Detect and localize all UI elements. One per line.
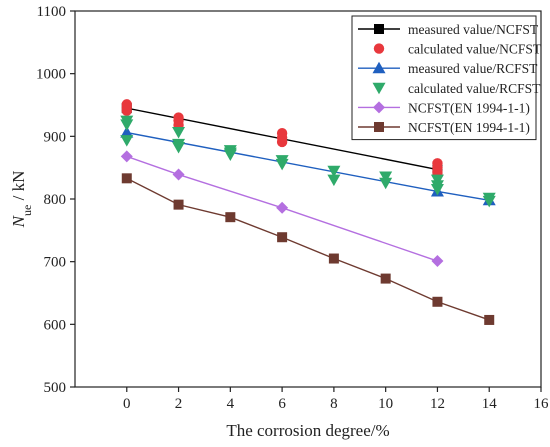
legend-label: NCFST(EN 1994-1-1) xyxy=(408,100,530,115)
legend-label: measured value/RCFST xyxy=(408,61,538,76)
data-point xyxy=(379,177,393,190)
legend-label: calculated value/NCFST xyxy=(408,42,542,57)
legend-label: measured value/NCFST xyxy=(408,22,539,37)
legend-item: NCFST(EN 1994-1-1) xyxy=(358,100,530,115)
data-point xyxy=(225,212,236,223)
legend-label: NCFST(EN 1994-1-1) xyxy=(408,120,530,135)
legend-marker xyxy=(372,82,386,95)
data-point xyxy=(431,255,444,268)
legend-marker xyxy=(372,61,386,74)
legend-item: measured value/RCFST xyxy=(358,61,538,76)
data-point xyxy=(276,136,288,148)
x-tick-label: 6 xyxy=(278,396,286,412)
series-5 xyxy=(120,150,444,268)
data-point xyxy=(484,314,495,325)
y-axis-title: Nue / kN xyxy=(9,171,34,229)
data-point xyxy=(121,105,132,116)
legend-marker xyxy=(374,122,384,132)
data-point xyxy=(121,173,132,184)
legend-item: calculated value/RCFST xyxy=(372,81,541,96)
x-tick-label: 10 xyxy=(378,396,393,412)
x-tick-label: 16 xyxy=(534,396,550,412)
legend-marker xyxy=(373,101,385,114)
data-point xyxy=(120,126,134,138)
series-line xyxy=(126,155,438,262)
y-axis-title-sub: ue xyxy=(20,205,34,216)
y-tick-label: 600 xyxy=(44,317,67,333)
legend-item: NCFST(EN 1994-1-1) xyxy=(358,120,530,135)
y-tick-label: 800 xyxy=(44,192,67,208)
legend-box xyxy=(351,15,537,141)
data-point xyxy=(172,141,186,154)
series-layer xyxy=(120,99,496,325)
x-tick-label: 4 xyxy=(227,396,235,412)
x-tick-label: 14 xyxy=(482,396,498,412)
data-point xyxy=(277,232,288,243)
legend: measured value/NCFST calculated value/NCF… xyxy=(351,15,542,141)
y-tick-label: 500 xyxy=(44,380,67,396)
data-point xyxy=(120,119,134,131)
data-point xyxy=(172,126,186,139)
data-point xyxy=(172,168,185,181)
x-axis-title: The corrosion degree/% xyxy=(226,421,389,440)
data-point xyxy=(482,195,496,208)
y-tick-label: 1000 xyxy=(36,67,66,83)
data-point xyxy=(327,174,341,187)
data-point xyxy=(275,158,289,171)
data-point xyxy=(173,199,184,210)
data-point xyxy=(380,273,391,284)
series-6 xyxy=(121,173,495,325)
x-tick-label: 0 xyxy=(123,396,131,412)
y-tick-label: 900 xyxy=(44,129,67,145)
legend-label: calculated value/RCFST xyxy=(408,81,541,96)
x-tick-label: 2 xyxy=(175,396,183,412)
y-tick-label: 1100 xyxy=(37,4,66,20)
axes-layer: 0 2 4 6 8 10 12 14 16 500 600 700 800 900 1000 1100 xyxy=(36,4,549,412)
data-point xyxy=(120,150,133,163)
x-tick-label: 8 xyxy=(330,396,338,412)
x-tick-label: 12 xyxy=(430,396,445,412)
data-point xyxy=(223,149,237,162)
data-point xyxy=(430,183,444,196)
data-point xyxy=(328,253,339,264)
legend-marker xyxy=(374,24,384,34)
data-point xyxy=(432,296,443,307)
legend-item: measured value/NCFST xyxy=(358,22,539,37)
data-point xyxy=(327,165,341,178)
y-axis-title-unit: / kN xyxy=(9,171,28,205)
series-line xyxy=(126,177,490,321)
data-point xyxy=(120,135,134,147)
y-axis-title-main: N xyxy=(9,214,28,228)
y-tick-label: 700 xyxy=(44,255,67,271)
data-point xyxy=(276,201,289,214)
legend-marker xyxy=(373,43,385,54)
data-point xyxy=(379,171,393,183)
series-4 xyxy=(120,115,496,208)
legend-item: calculated value/NCFST xyxy=(373,42,542,57)
